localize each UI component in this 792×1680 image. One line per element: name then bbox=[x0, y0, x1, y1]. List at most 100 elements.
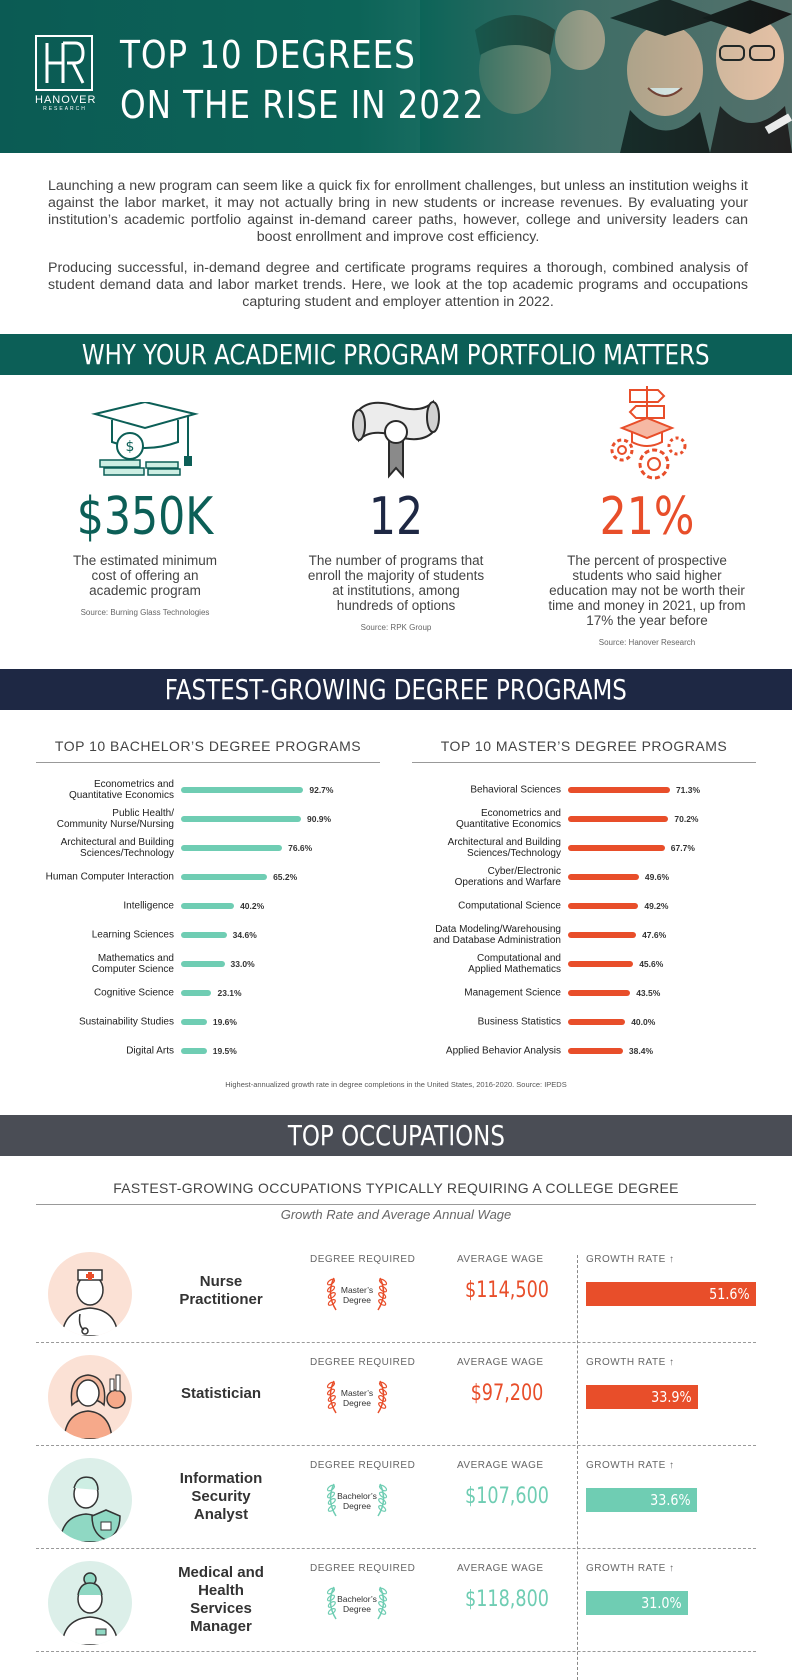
laurel-icon bbox=[326, 1586, 388, 1620]
stat-description: The number of programs that enroll the m… bbox=[307, 553, 485, 613]
degree-line: Bachelor’s bbox=[337, 1491, 377, 1501]
gears-signpost-icon bbox=[532, 386, 762, 482]
label-line: Econometrics and bbox=[480, 807, 561, 819]
label-line: Business Statistics bbox=[477, 1016, 561, 1027]
chart-row: Econometrics and Quantitative Economics 92… bbox=[0, 775, 380, 804]
label-line: Quantitative Economics bbox=[455, 818, 561, 830]
average-wage-value: $97,200 bbox=[470, 1381, 544, 1406]
label-line: Data Modeling/Warehousing bbox=[435, 923, 561, 935]
stat-source: Source: Hanover Research bbox=[598, 638, 696, 647]
bar-category-label: Digital Arts bbox=[0, 1045, 174, 1056]
bar-category-label: Management Science bbox=[381, 987, 561, 998]
bar-value-label: 45.6% bbox=[639, 958, 664, 969]
bar-value-label: 65.2% bbox=[273, 871, 298, 882]
average-wage-value: $114,500 bbox=[465, 1278, 549, 1303]
degree-laurel-badge: Master’s Degree bbox=[322, 1274, 392, 1314]
chart-row: Cyber/Electronic Operations and Warfare 49… bbox=[387, 862, 767, 891]
degree-required-value: Master’s Degree bbox=[322, 1388, 392, 1408]
section-banner-portfolio: WHY YOUR ACADEMIC PROGRAM PORTFOLIO MATT… bbox=[0, 334, 792, 375]
degree-line: Degree bbox=[343, 1501, 371, 1511]
chart-row: Learning Sciences 34.6% bbox=[0, 920, 380, 949]
bar-category-label: Data Modeling/Warehousing and Database Ad… bbox=[381, 924, 561, 946]
intro-text: Launching a new program can seem like a … bbox=[48, 178, 748, 311]
diploma-icon bbox=[281, 392, 511, 482]
bar-category-label: Learning Sciences bbox=[0, 929, 174, 940]
bar-value-label: 23.1% bbox=[217, 987, 242, 998]
bar-value-label: 19.6% bbox=[212, 1016, 237, 1027]
occupation-name: Medical and Health Services Manager bbox=[178, 1564, 264, 1635]
bar-value-label: 92.7% bbox=[309, 784, 334, 795]
bar-category-label: Cognitive Science bbox=[0, 987, 174, 998]
occupations-subtitle: FASTEST-GROWING OCCUPATIONS TYPICALLY RE… bbox=[36, 1180, 756, 1205]
chart-row: Intelligence 40.2% bbox=[0, 891, 380, 920]
label-line: Behavioral Sciences bbox=[470, 784, 561, 795]
bar-value-label: 33.0% bbox=[230, 958, 255, 969]
average-wage-header: AVERAGE WAGE bbox=[457, 1254, 544, 1265]
occupation-avatar-icon bbox=[48, 1252, 132, 1336]
degree-required-header: DEGREE REQUIRED bbox=[310, 1254, 416, 1265]
degree-required-value: Master’s Degree bbox=[322, 1285, 392, 1305]
chart-row: Data Modeling/Warehousing and Database Ad… bbox=[387, 920, 767, 949]
section-title: WHY YOUR ACADEMIC PROGRAM PORTFOLIO MATT… bbox=[82, 338, 710, 371]
label-line: Human Computer Interaction bbox=[45, 871, 174, 882]
growth-rate-header: GROWTH RATE ↑ bbox=[586, 1254, 675, 1265]
section-banner-occupations: TOP OCCUPATIONS bbox=[0, 1115, 792, 1156]
label-line: Architectural and Building bbox=[60, 836, 174, 848]
growth-divider bbox=[577, 1255, 578, 1680]
label-line: Sustainability Studies bbox=[78, 1016, 174, 1027]
stat-value: 12 bbox=[368, 487, 424, 547]
label-line: Management Science bbox=[464, 987, 561, 998]
bar-value-label: 47.6% bbox=[642, 929, 667, 940]
hanover-logo: HANOVER RESEARCH bbox=[35, 35, 95, 112]
chart-row: Sustainability Studies 19.6% bbox=[0, 1007, 380, 1036]
bar-category-label: Sustainability Studies bbox=[0, 1016, 174, 1027]
bar bbox=[568, 1047, 623, 1054]
label-line: Community Nurse/Nursing bbox=[56, 818, 174, 830]
chart-row: Architectural and Building Sciences/Techn… bbox=[0, 833, 380, 862]
chart-row: Econometrics and Quantitative Economics 70… bbox=[387, 804, 767, 833]
occupation-row: Statistician DEGREE REQUIRED AVERAGE WAGE G… bbox=[36, 1343, 756, 1446]
bar bbox=[568, 989, 631, 996]
chart-row: Business Statistics 40.0% bbox=[387, 1007, 767, 1036]
bar bbox=[181, 960, 225, 967]
stat-source: Source: Burning Glass Technologies bbox=[80, 608, 210, 617]
label-line: Cognitive Science bbox=[93, 987, 174, 998]
stat-description: The estimated minimum cost of offering a… bbox=[72, 553, 218, 598]
title-line-1: TOP 10 DEGREES bbox=[120, 33, 416, 77]
bar-value-label: 40.2% bbox=[240, 900, 265, 911]
bar-value-label: 90.9% bbox=[306, 813, 332, 824]
occupation-name: Nurse Practitioner bbox=[179, 1273, 263, 1308]
growth-rate-value: 31.0% bbox=[641, 1594, 683, 1612]
stat-cost: $ $350K The estimated minimum cost of of… bbox=[30, 392, 260, 617]
growth-rate-header: GROWTH RATE ↑ bbox=[586, 1563, 675, 1574]
average-wage-value: $118,800 bbox=[465, 1587, 549, 1612]
graduation-cap-money-icon: $ bbox=[30, 392, 260, 482]
page-title: TOP 10 DEGREES ON THE RISE IN 2022 bbox=[120, 30, 484, 130]
growth-rate-header: GROWTH RATE ↑ bbox=[586, 1357, 675, 1368]
bar-value-label: 49.2% bbox=[644, 900, 669, 911]
title-line-2: ON THE RISE IN 2022 bbox=[120, 83, 485, 127]
section-title: TOP OCCUPATIONS bbox=[287, 1119, 505, 1152]
bachelors-chart-title: TOP 10 BACHELOR’S DEGREE PROGRAMS bbox=[36, 738, 380, 763]
occupation-avatar-icon bbox=[48, 1561, 132, 1645]
degree-required-header: DEGREE REQUIRED bbox=[310, 1357, 416, 1368]
degree-line: Degree bbox=[343, 1295, 371, 1305]
logo-mark bbox=[35, 35, 93, 91]
growth-rate-value: 51.6% bbox=[709, 1285, 750, 1303]
bar-value-label: 38.4% bbox=[628, 1045, 654, 1056]
chart-row: Human Computer Interaction 65.2% bbox=[0, 862, 380, 891]
bar-category-label: Architectural and Building Sciences/Techn… bbox=[0, 837, 174, 859]
stat-worth: 21% The percent of prospective students … bbox=[532, 386, 762, 647]
occupation-name: Information Security Analyst bbox=[179, 1470, 263, 1523]
bar-category-label: Computational Science bbox=[381, 900, 561, 911]
bar bbox=[181, 989, 212, 996]
label-line: Architectural and Building bbox=[447, 836, 561, 848]
occupations-caption: Growth Rate and Average Annual Wage bbox=[280, 1207, 512, 1222]
bar bbox=[181, 815, 301, 822]
bar-category-label: Applied Behavior Analysis bbox=[381, 1045, 561, 1056]
chart-row: Digital Arts 19.5% bbox=[0, 1036, 380, 1065]
degree-line: Master’s bbox=[340, 1285, 374, 1295]
bar bbox=[181, 786, 304, 793]
growth-rate-bar: 33.6% bbox=[586, 1488, 697, 1512]
hero-banner: HANOVER RESEARCH TOP 10 DEGREES ON THE R… bbox=[0, 0, 792, 153]
